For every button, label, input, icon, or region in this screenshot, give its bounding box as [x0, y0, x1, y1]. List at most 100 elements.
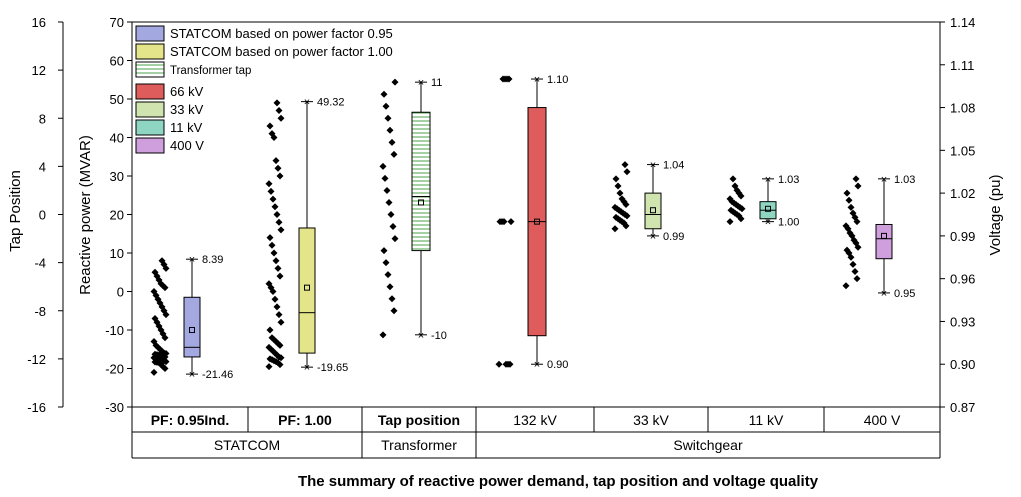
- data-point: [150, 368, 158, 376]
- left_outer-tick-label: 8: [39, 111, 46, 126]
- data-point: [271, 295, 279, 303]
- legend-swatch: [135, 61, 165, 78]
- box-400 V: [875, 223, 893, 260]
- legend-label: 66 kV: [170, 84, 204, 99]
- left_inner-tick-label: 0: [117, 285, 124, 300]
- extreme-marker: ×: [189, 369, 195, 381]
- legend-label: 400 V: [170, 138, 204, 153]
- left_outer-tick-label: 16: [32, 15, 46, 30]
- extreme-label-min: 0.95: [894, 288, 915, 300]
- left_inner-tick-label: 20: [110, 208, 124, 223]
- data-point: [265, 180, 273, 188]
- box-layer: × 8.39 × -21.46 × 49.32 × -19.65 × 11 × -10 × 1.10 × 0.…: [183, 74, 915, 381]
- group-label: Switchgear: [673, 437, 743, 453]
- data-point: [384, 114, 392, 122]
- data-point: [384, 271, 392, 279]
- data-point: [507, 218, 515, 226]
- left_inner-tick-label: 70: [110, 15, 124, 30]
- right-tick-label: 0.90: [950, 357, 975, 372]
- data-point: [276, 272, 284, 280]
- data-point: [853, 275, 861, 283]
- data-point: [276, 172, 284, 180]
- right-tick-label: 1.08: [950, 101, 975, 116]
- right-tick-label: 0.93: [950, 314, 975, 329]
- data-point: [275, 107, 283, 115]
- data-point: [266, 234, 274, 242]
- left_inner-tick-label: 50: [110, 92, 124, 107]
- data-point: [843, 189, 851, 197]
- data-point: [391, 235, 399, 243]
- right-tick-label: 1.02: [950, 186, 975, 201]
- data-point: [496, 218, 504, 226]
- data-point: [379, 331, 387, 339]
- data-point: [612, 213, 620, 221]
- right-tick-label: 1.14: [950, 15, 975, 30]
- left_outer-tick-label: -12: [27, 352, 46, 367]
- data-point: [380, 90, 388, 98]
- data-point: [842, 222, 850, 230]
- mean-marker: [418, 199, 424, 206]
- ticks-layer: 1612840-4-8-12-16706050403020100-10-20-3…: [27, 15, 975, 415]
- data-point: [274, 164, 282, 172]
- data-point: [390, 150, 398, 158]
- data-point: [266, 122, 274, 130]
- tap-axis-title: Tap Position: [7, 170, 24, 252]
- data-point: [385, 198, 393, 206]
- mean-marker: [881, 232, 887, 239]
- data-point: [274, 264, 282, 272]
- mean-marker: [189, 327, 195, 333]
- left_inner-tick-label: 40: [110, 131, 124, 146]
- data-point: [849, 209, 857, 217]
- mean-marker: [765, 205, 771, 212]
- data-point: [391, 78, 399, 86]
- data-point: [273, 303, 281, 311]
- reactive-axis-title: Reactive power (MVAR): [77, 135, 94, 295]
- extreme-marker: ×: [418, 77, 424, 89]
- data-point: [151, 350, 159, 358]
- data-point: [381, 174, 389, 182]
- data-point: [842, 282, 850, 290]
- data-point: [611, 203, 619, 211]
- left_outer-tick-label: 12: [32, 63, 46, 78]
- data-point: [611, 225, 619, 233]
- data-point: [150, 288, 158, 295]
- category-label: PF: 1.00: [278, 412, 332, 428]
- data-point: [851, 268, 859, 276]
- legend-swatch: [135, 25, 165, 42]
- extreme-label-min: -19.65: [317, 362, 348, 374]
- data-point: [267, 187, 275, 195]
- left_outer-tick-label: 0: [39, 208, 46, 223]
- data-point: [499, 75, 507, 83]
- chart-title: The summary of reactive power demand, ta…: [298, 473, 819, 490]
- data-point: [158, 257, 166, 265]
- data-point: [265, 343, 273, 351]
- extreme-label-min: 0.90: [547, 359, 568, 371]
- extreme-label-max: 1.04: [663, 160, 684, 172]
- right-tick-label: 1.05: [950, 143, 975, 158]
- data-point: [849, 260, 857, 268]
- data-point: [265, 363, 273, 371]
- data-point: [268, 241, 276, 249]
- data-point: [616, 189, 624, 197]
- extreme-marker: ×: [881, 288, 887, 300]
- extreme-label-min: 0.99: [663, 231, 684, 243]
- data-point: [379, 162, 387, 170]
- category-label: Tap position: [378, 412, 460, 428]
- mean-marker: [534, 218, 540, 225]
- data-point: [277, 226, 285, 234]
- right-tick-label: 0.99: [950, 229, 975, 244]
- extreme-marker: ×: [304, 362, 310, 374]
- voltage-axis-title: Voltage (pu): [987, 175, 1004, 256]
- extreme-label-max: 1.03: [894, 174, 915, 186]
- extreme-marker: ×: [418, 330, 424, 342]
- legend-swatch: [135, 137, 165, 154]
- data-point: [151, 314, 159, 322]
- left_inner-tick-label: -10: [105, 323, 124, 338]
- data-point: [729, 175, 737, 183]
- extreme-marker: ×: [650, 160, 656, 172]
- group-label: Transformer: [381, 437, 457, 453]
- legend-label: Transformer tap: [170, 65, 251, 77]
- right-tick-label: 0.96: [950, 272, 975, 287]
- data-point: [382, 102, 390, 110]
